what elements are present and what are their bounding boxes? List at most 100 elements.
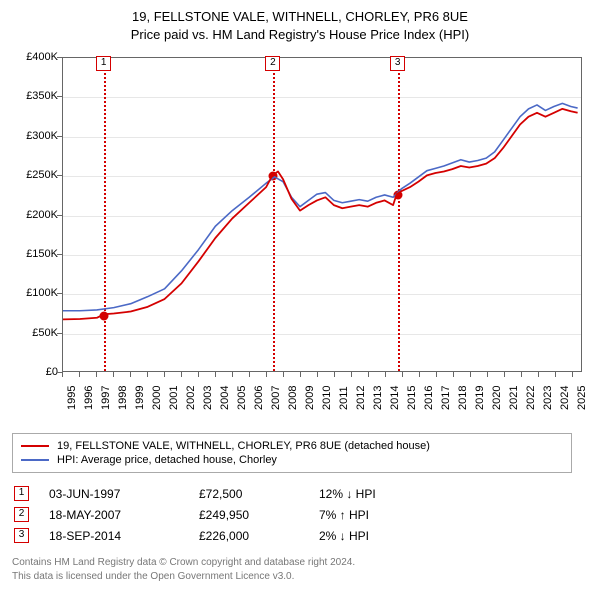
event-hpi-2: 7% ↑ HPI xyxy=(319,508,429,522)
y-tick-label: £350K xyxy=(12,90,58,102)
x-tick-label: 2005 xyxy=(236,386,248,410)
event-row-2: 2 18-MAY-2007 £249,950 7% ↑ HPI xyxy=(12,504,572,525)
event-price-3: £226,000 xyxy=(199,529,319,543)
series-hpi xyxy=(63,103,578,310)
x-tick xyxy=(300,372,301,377)
x-tick xyxy=(334,372,335,377)
event-hpi-3: 2% ↓ HPI xyxy=(319,529,429,543)
x-tick xyxy=(419,372,420,377)
series-price_paid xyxy=(63,109,578,319)
x-tick-label: 1996 xyxy=(83,386,95,410)
x-tick xyxy=(62,372,63,377)
event-marker-2: 2 xyxy=(14,507,29,522)
x-tick-label: 2020 xyxy=(491,386,503,410)
x-tick xyxy=(215,372,216,377)
x-tick xyxy=(470,372,471,377)
x-tick-label: 2004 xyxy=(219,386,231,410)
y-tick-label: £0 xyxy=(12,366,58,378)
x-tick-label: 2009 xyxy=(304,386,316,410)
chart-container: 19, FELLSTONE VALE, WITHNELL, CHORLEY, P… xyxy=(0,0,600,591)
x-tick-label: 2018 xyxy=(457,386,469,410)
x-tick-label: 2015 xyxy=(406,386,418,410)
legend-label-1: 19, FELLSTONE VALE, WITHNELL, CHORLEY, P… xyxy=(57,440,430,452)
x-tick xyxy=(351,372,352,377)
event-date-1: 03-JUN-1997 xyxy=(49,487,199,501)
x-tick xyxy=(538,372,539,377)
legend-swatch-2 xyxy=(21,459,49,461)
event-marker-box-2: 2 xyxy=(265,56,280,71)
x-tick-label: 2016 xyxy=(423,386,435,410)
x-tick-label: 2023 xyxy=(542,386,554,410)
x-tick-label: 2013 xyxy=(372,386,384,410)
x-tick-label: 2019 xyxy=(474,386,486,410)
x-tick xyxy=(96,372,97,377)
x-tick-label: 2007 xyxy=(270,386,282,410)
y-tick-label: £300K xyxy=(12,130,58,142)
event-row-1: 1 03-JUN-1997 £72,500 12% ↓ HPI xyxy=(12,483,572,504)
x-tick xyxy=(317,372,318,377)
legend-row-1: 19, FELLSTONE VALE, WITHNELL, CHORLEY, P… xyxy=(21,439,563,453)
x-tick-label: 1997 xyxy=(100,386,112,410)
x-tick-label: 1999 xyxy=(134,386,146,410)
x-tick xyxy=(130,372,131,377)
x-tick-label: 2008 xyxy=(287,386,299,410)
chart-area: £0£50K£100K£150K£200K£250K£300K£350K£400… xyxy=(12,49,588,429)
y-tick xyxy=(57,333,62,334)
x-tick xyxy=(555,372,556,377)
y-tick xyxy=(57,175,62,176)
event-date-3: 18-SEP-2014 xyxy=(49,529,199,543)
event-marker-box-1: 1 xyxy=(96,56,111,71)
y-tick-label: £100K xyxy=(12,287,58,299)
x-tick xyxy=(436,372,437,377)
x-tick-label: 2017 xyxy=(440,386,452,410)
y-tick xyxy=(57,57,62,58)
legend-swatch-1 xyxy=(21,445,49,447)
x-tick-label: 2021 xyxy=(508,386,520,410)
footnote: Contains HM Land Registry data © Crown c… xyxy=(12,556,588,583)
event-marker-1: 1 xyxy=(14,486,29,501)
event-hpi-1: 12% ↓ HPI xyxy=(319,487,429,501)
x-tick xyxy=(453,372,454,377)
x-tick-label: 2024 xyxy=(559,386,571,410)
x-tick xyxy=(266,372,267,377)
x-tick xyxy=(385,372,386,377)
x-tick-label: 2006 xyxy=(253,386,265,410)
event-marker-3: 3 xyxy=(14,528,29,543)
x-tick xyxy=(79,372,80,377)
x-tick xyxy=(487,372,488,377)
x-tick-label: 2001 xyxy=(168,386,180,410)
title-block: 19, FELLSTONE VALE, WITHNELL, CHORLEY, P… xyxy=(12,8,588,43)
y-tick xyxy=(57,96,62,97)
x-tick-label: 2022 xyxy=(525,386,537,410)
footnote-line-1: Contains HM Land Registry data © Crown c… xyxy=(12,556,588,570)
event-marker-box-3: 3 xyxy=(390,56,405,71)
x-tick-label: 2000 xyxy=(151,386,163,410)
x-tick-label: 1998 xyxy=(117,386,129,410)
event-price-2: £249,950 xyxy=(199,508,319,522)
y-tick-label: £50K xyxy=(12,327,58,339)
x-tick xyxy=(283,372,284,377)
plot-area xyxy=(62,57,582,372)
x-tick xyxy=(572,372,573,377)
y-tick-label: £250K xyxy=(12,169,58,181)
x-tick-label: 2010 xyxy=(321,386,333,410)
y-tick-label: £400K xyxy=(12,51,58,63)
title-line-1: 19, FELLSTONE VALE, WITHNELL, CHORLEY, P… xyxy=(12,8,588,26)
y-tick xyxy=(57,254,62,255)
legend-row-2: HPI: Average price, detached house, Chor… xyxy=(21,453,563,467)
x-tick xyxy=(402,372,403,377)
x-tick xyxy=(249,372,250,377)
x-tick xyxy=(113,372,114,377)
y-tick xyxy=(57,136,62,137)
y-tick-label: £150K xyxy=(12,248,58,260)
x-tick xyxy=(198,372,199,377)
legend-label-2: HPI: Average price, detached house, Chor… xyxy=(57,454,277,466)
footnote-line-2: This data is licensed under the Open Gov… xyxy=(12,570,588,584)
y-tick xyxy=(57,215,62,216)
x-tick xyxy=(504,372,505,377)
x-tick-label: 2025 xyxy=(576,386,588,410)
series-svg xyxy=(63,58,581,371)
x-tick-label: 2012 xyxy=(355,386,367,410)
event-date-2: 18-MAY-2007 xyxy=(49,508,199,522)
x-tick xyxy=(181,372,182,377)
